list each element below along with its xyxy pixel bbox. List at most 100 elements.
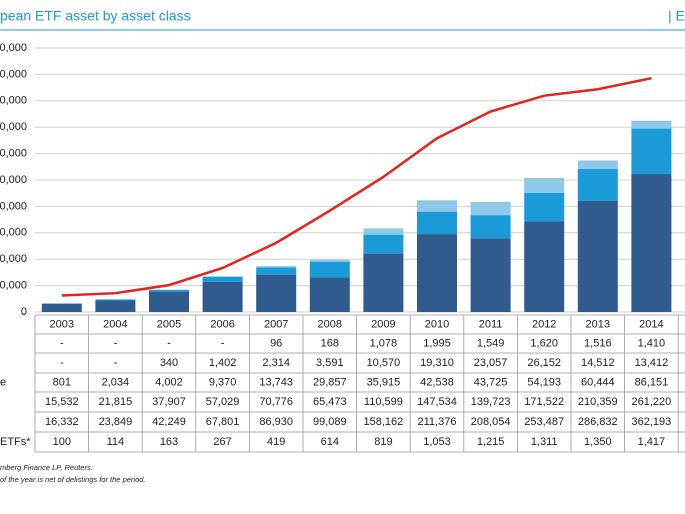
y-tick-label: 200,000: [0, 200, 27, 212]
row-label: e: [0, 376, 6, 388]
x-tick-label: 2004: [103, 318, 127, 330]
table-cell: 67,801: [206, 416, 240, 428]
table-cell: 168: [321, 337, 339, 349]
table-cell: 208,054: [471, 416, 511, 428]
x-tick-label: 2012: [532, 318, 556, 330]
x-tick-label: 2006: [210, 318, 234, 330]
y-tick-label: 250,000: [0, 174, 27, 186]
x-tick-label: 2003: [50, 318, 74, 330]
bar: [524, 192, 565, 222]
bar: [577, 200, 618, 312]
table-cell: 253,487: [524, 416, 564, 428]
table-cell: 13,743: [259, 376, 293, 388]
table-cell: 1,995: [423, 337, 451, 349]
x-tick-label: 2013: [586, 318, 610, 330]
bar: [309, 259, 350, 262]
table-cell: 340: [160, 357, 178, 369]
table-cell: 86,151: [635, 376, 669, 388]
table-cell: 19,310: [420, 357, 454, 369]
table-cell: 54,193: [527, 376, 561, 388]
table-cell: 23,057: [474, 357, 508, 369]
table-cell: -: [60, 357, 64, 369]
table-cell: -: [114, 357, 118, 369]
bar: [363, 253, 404, 312]
chart-title-right: | E: [668, 8, 685, 24]
bar: [95, 300, 136, 312]
bar: [309, 277, 350, 312]
table-cell: 1,053: [423, 436, 451, 448]
table-cell: 3,591: [316, 357, 344, 369]
table-cell: -: [60, 337, 64, 349]
table-cell: 1,215: [477, 436, 505, 448]
y-tick-label: 450,000: [0, 68, 27, 80]
table-cell: 1,410: [638, 337, 666, 349]
table-cell: 158,162: [364, 416, 404, 428]
table-cell: 86,930: [259, 416, 293, 428]
table-cell: 1,417: [638, 436, 666, 448]
bar: [631, 121, 672, 129]
x-tick-label: 2014: [639, 318, 663, 330]
table-cell: 1,620: [530, 337, 558, 349]
bar: [202, 281, 243, 312]
table-cell: 819: [374, 436, 392, 448]
table-cell: 4,002: [155, 376, 183, 388]
bar: [417, 234, 457, 312]
footnote: mberg Finance LP, Reuters.: [0, 463, 93, 472]
bar: [524, 178, 565, 180]
table-cell: 9,370: [209, 376, 237, 388]
table-cell: 1,311: [531, 436, 558, 448]
table-cell: 211,376: [418, 416, 457, 428]
table-cell: 15,532: [45, 396, 79, 408]
y-tick-label: 100,000: [0, 253, 27, 265]
bar: [309, 261, 350, 278]
bar: [256, 267, 297, 275]
y-tick-label: 300,000: [0, 148, 27, 160]
table-cell: 60,444: [581, 376, 615, 388]
bar: [524, 179, 565, 193]
footnote: of the year is net of delistings for the…: [0, 475, 146, 484]
table-cell: 57,029: [206, 396, 240, 408]
table-cell: 171,522: [524, 396, 564, 408]
table-cell: 99,089: [313, 416, 347, 428]
table-cell: 10,570: [367, 357, 401, 369]
table-cell: 114: [107, 436, 125, 448]
bar: [149, 291, 189, 312]
bar: [631, 120, 672, 122]
table-cell: 801: [53, 376, 71, 388]
table-cell: 362,193: [632, 416, 672, 428]
bar: [417, 200, 457, 202]
bar: [149, 289, 189, 292]
table-cell: 29,857: [313, 376, 347, 388]
table-cell: 419: [267, 436, 285, 448]
bar: [470, 238, 511, 312]
table-cell: 614: [321, 436, 339, 448]
table-cell: 1,549: [477, 337, 505, 349]
bar: [417, 201, 457, 212]
bar: [363, 229, 404, 235]
x-tick-label: 2007: [264, 318, 288, 330]
bar: [202, 276, 243, 277]
line: [61, 76, 652, 297]
bar: [202, 276, 243, 282]
bar: [363, 234, 404, 254]
table-cell: 100: [53, 436, 71, 448]
table-cell: 286,832: [578, 416, 618, 428]
table-cell: 42,538: [420, 376, 454, 388]
bar: [524, 221, 565, 312]
table-cell: 163: [160, 436, 178, 448]
table-cell: -: [167, 337, 171, 349]
bar: [417, 211, 457, 235]
bar: [577, 160, 618, 162]
table-cell: 1,350: [584, 436, 612, 448]
table-cell: 96: [270, 337, 282, 349]
table-cell: 23,849: [99, 416, 133, 428]
table-cell: 1,078: [370, 337, 398, 349]
x-tick-label: 2009: [371, 318, 395, 330]
bar: [470, 202, 511, 203]
table-cell: 43,725: [474, 376, 508, 388]
table-cell: -: [221, 337, 225, 349]
table-cell: 65,473: [313, 396, 347, 408]
row-label: ETFs*: [0, 436, 31, 448]
y-tick-label: 350,000: [0, 121, 27, 133]
